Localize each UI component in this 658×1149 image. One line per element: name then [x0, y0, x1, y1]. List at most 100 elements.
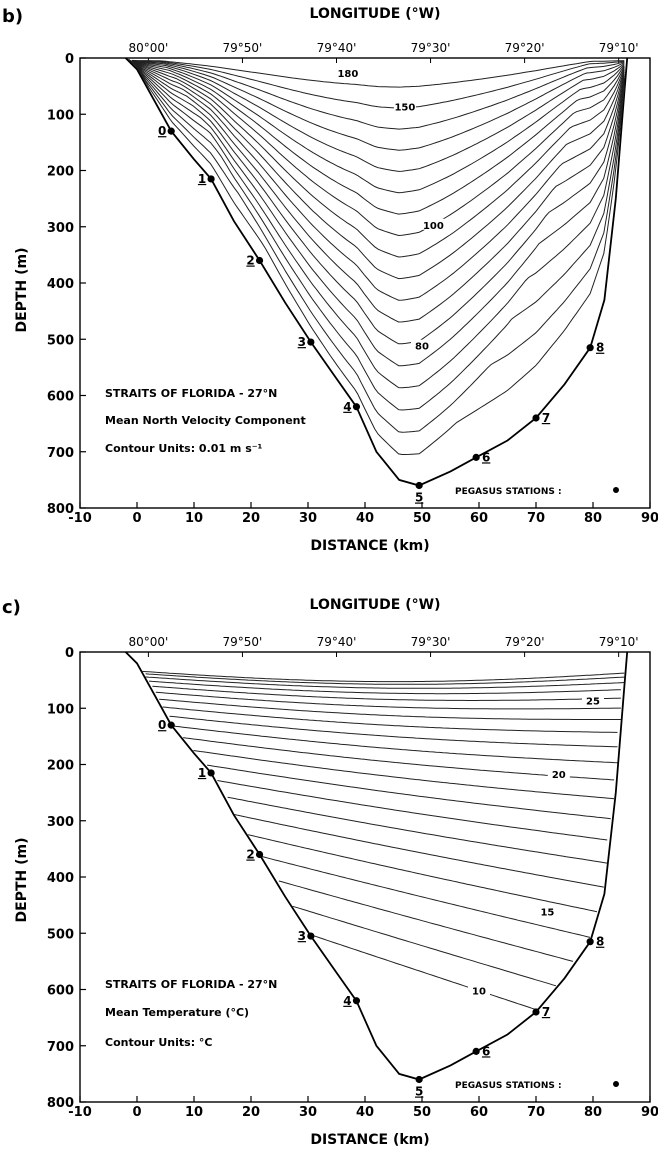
contour-line — [247, 834, 598, 913]
station-marker — [167, 127, 175, 135]
x-tick-label: 40 — [356, 511, 374, 526]
annotation-units: Contour Units: 0.01 m s⁻¹ — [105, 442, 263, 455]
annotation-variable: Mean Temperature (°C) — [105, 1006, 249, 1019]
contour-line — [131, 60, 625, 172]
contour-label: 20 — [552, 770, 566, 781]
station-label: 7 — [542, 1005, 550, 1019]
y-tick-label: 100 — [47, 108, 74, 123]
station-marker — [586, 344, 594, 352]
x-tick-label: 80 — [584, 511, 602, 526]
x-axis-label: DISTANCE (km) — [310, 538, 429, 554]
contour-label: 80 — [415, 342, 429, 353]
y-tick-label: 500 — [47, 333, 74, 348]
contour-line — [193, 750, 615, 800]
longitude-tick-label: 79°50' — [223, 635, 263, 649]
station-label: 2 — [246, 848, 254, 862]
x-tick-label: 30 — [299, 1105, 317, 1120]
x-axis-label: DISTANCE (km) — [310, 1132, 429, 1148]
legend-station-marker — [613, 1081, 619, 1087]
station-marker — [255, 850, 264, 859]
y-axis-label: DEPTH (m) — [14, 838, 30, 923]
longitude-tick-label: 79°10' — [599, 41, 639, 55]
contour-line — [131, 60, 625, 151]
station-label: 1 — [198, 766, 206, 780]
contour-line — [128, 58, 625, 389]
contour-line — [278, 880, 574, 962]
station-marker — [532, 1008, 540, 1016]
contour-label: 100 — [423, 221, 444, 232]
contour-label-background — [582, 694, 604, 706]
contour-label-background — [547, 767, 570, 779]
longitude-tick-label: 79°40' — [317, 41, 357, 55]
temperature-panel: c) LONGITUDE (°W) DISTANCE (km) DEPTH (m… — [2, 597, 658, 1148]
station-marker — [207, 769, 215, 777]
contour-line — [128, 59, 625, 280]
contour-label-background — [422, 218, 445, 230]
station-marker — [352, 997, 361, 1005]
contour-label: 25 — [586, 697, 600, 708]
station-label: 5 — [415, 491, 423, 505]
station-label: 6 — [482, 1044, 490, 1058]
station-marker — [255, 256, 264, 265]
x-tick-label: 70 — [527, 1105, 545, 1120]
y-tick-label: 200 — [47, 759, 74, 774]
station-marker — [167, 721, 175, 729]
contour-line — [261, 856, 591, 938]
contour-line — [142, 670, 625, 683]
contour-line — [159, 698, 621, 720]
annotation-units: Contour Units: °C — [105, 1036, 213, 1049]
station-label: 8 — [596, 341, 604, 355]
y-tick-label: 700 — [47, 1040, 74, 1055]
contour-label-background — [468, 984, 490, 996]
contour-label-background — [411, 339, 433, 351]
x-tick-label: 90 — [641, 1105, 658, 1120]
station-marker — [532, 414, 540, 422]
contour-line — [162, 706, 618, 733]
x-tick-label: 10 — [185, 1105, 203, 1120]
station-marker — [307, 338, 315, 346]
contour-line — [169, 715, 618, 748]
y-tick-label: 100 — [47, 702, 74, 717]
contour-line — [207, 764, 611, 820]
longitude-tick-label: 79°20' — [505, 635, 545, 649]
x-tick-label: 60 — [470, 1105, 488, 1120]
longitude-tick-label: 79°10' — [599, 635, 639, 649]
x-tick-label: 50 — [413, 1105, 431, 1120]
annotation-title: STRAITS OF FLORIDA - 27°N — [105, 978, 277, 991]
y-tick-label: 0 — [65, 52, 74, 67]
contour-line — [128, 59, 625, 345]
x-tick-label: 0 — [132, 1105, 141, 1120]
station-marker — [415, 481, 423, 490]
station-marker — [307, 932, 315, 940]
y-tick-label: 700 — [47, 446, 74, 461]
contour-line — [131, 60, 625, 215]
panel-label: b) — [2, 6, 23, 27]
contour-line — [148, 680, 621, 695]
contour-line — [131, 60, 625, 109]
contour-line — [131, 60, 625, 258]
contour-line — [155, 691, 621, 710]
contour-line — [131, 59, 625, 88]
contour-line — [145, 673, 625, 685]
x-tick-label: 40 — [356, 1105, 374, 1120]
contour-label-background — [536, 905, 559, 917]
station-marker — [586, 938, 594, 946]
velocity-panel: b) LONGITUDE (°W) DISTANCE (km) DEPTH (m… — [2, 6, 658, 554]
station-marker — [472, 453, 480, 461]
longitude-tick-label: 79°40' — [317, 635, 357, 649]
annotation-title: STRAITS OF FLORIDA - 27°N — [105, 387, 277, 400]
contour-line — [128, 59, 625, 323]
contour-line — [312, 935, 536, 1010]
panel-label: c) — [2, 597, 21, 618]
longitude-tick-label: 80°00' — [128, 41, 168, 55]
plot-area: -10 0 10 20 30 40 50 60 70 80 90010020030040050060… — [47, 635, 658, 1120]
x-tick-label: -10 — [68, 1105, 92, 1120]
contour-line — [128, 59, 625, 301]
contour-label-background — [336, 66, 359, 78]
contour-line — [128, 58, 625, 367]
station-marker — [472, 1047, 480, 1055]
station-label: 0 — [158, 124, 166, 138]
legend-text: PEGASUS STATIONS : — [455, 487, 562, 497]
y-tick-label: 600 — [47, 390, 74, 405]
contour-line — [183, 737, 615, 781]
